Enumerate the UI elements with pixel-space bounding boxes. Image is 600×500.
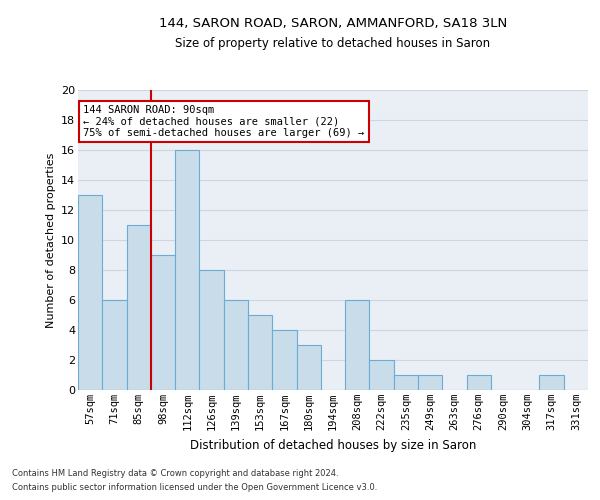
Text: Size of property relative to detached houses in Saron: Size of property relative to detached ho… <box>175 38 491 51</box>
Bar <box>199 270 224 390</box>
Bar <box>102 300 127 390</box>
Bar <box>394 375 418 390</box>
Bar <box>78 195 102 390</box>
Text: 144, SARON ROAD, SARON, AMMANFORD, SA18 3LN: 144, SARON ROAD, SARON, AMMANFORD, SA18 … <box>159 18 507 30</box>
Bar <box>248 315 272 390</box>
Text: Contains HM Land Registry data © Crown copyright and database right 2024.: Contains HM Land Registry data © Crown c… <box>12 468 338 477</box>
X-axis label: Distribution of detached houses by size in Saron: Distribution of detached houses by size … <box>190 438 476 452</box>
Bar <box>296 345 321 390</box>
Bar <box>175 150 199 390</box>
Y-axis label: Number of detached properties: Number of detached properties <box>46 152 56 328</box>
Bar <box>370 360 394 390</box>
Bar <box>539 375 564 390</box>
Bar <box>127 225 151 390</box>
Text: 144 SARON ROAD: 90sqm
← 24% of detached houses are smaller (22)
75% of semi-deta: 144 SARON ROAD: 90sqm ← 24% of detached … <box>83 105 364 138</box>
Bar <box>224 300 248 390</box>
Bar <box>467 375 491 390</box>
Bar <box>418 375 442 390</box>
Bar <box>272 330 296 390</box>
Bar <box>151 255 175 390</box>
Bar <box>345 300 370 390</box>
Text: Contains public sector information licensed under the Open Government Licence v3: Contains public sector information licen… <box>12 484 377 492</box>
